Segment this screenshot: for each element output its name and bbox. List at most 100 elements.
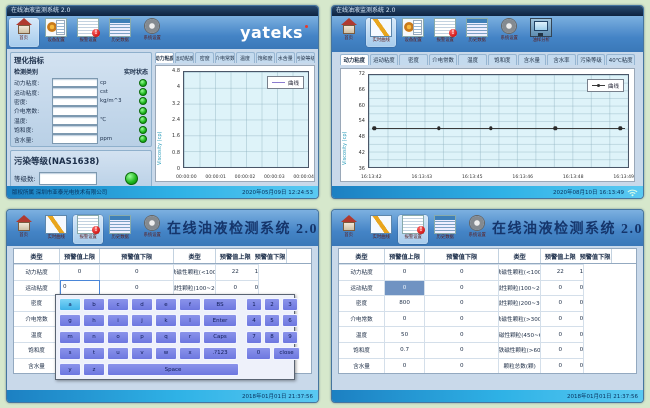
table-cell[interactable]: 0 [540, 326, 580, 342]
tab-item[interactable]: 介电常数 [215, 52, 235, 63]
toolbar-item[interactable]: 历史数据 [105, 214, 135, 244]
keyboard-key[interactable]: y [59, 363, 81, 376]
keyboard-key[interactable]: x [179, 346, 201, 360]
table-cell[interactable]: 0 [540, 310, 580, 327]
table-cell[interactable]: 0 [254, 279, 260, 296]
table-cell[interactable]: 0 [425, 264, 500, 280]
table-cell[interactable]: 0 [425, 310, 500, 327]
toolbar-item[interactable]: 设备配置 [398, 18, 428, 47]
table-cell[interactable]: 铁磁性颗粒(<100) [174, 264, 216, 280]
keyboard-key[interactable]: 5 [264, 314, 280, 328]
toolbar-item[interactable]: 首页 [334, 18, 364, 47]
tab-item[interactable]: 密度 [195, 52, 215, 63]
toolbar-item[interactable]: 历史数据 [105, 18, 135, 47]
table-cell[interactable]: 颗粒总数(颗) [499, 357, 541, 374]
table-cell[interactable]: 0 [579, 295, 585, 311]
table-cell[interactable]: 含水量 [339, 357, 386, 374]
toolbar-item[interactable]: 实时曲线 [366, 214, 396, 244]
table-cell[interactable]: 0 [425, 326, 500, 342]
table-cell[interactable]: 0 [425, 279, 500, 296]
toolbar-item[interactable]: 系统设置 [137, 215, 167, 244]
table-cell[interactable]: 0 [540, 357, 580, 374]
toolbar-item[interactable]: 系统设置 [462, 215, 492, 244]
tab-item[interactable]: 40℃粘度 [606, 54, 635, 65]
table-cell[interactable]: 0 [425, 341, 500, 358]
tab-item[interactable]: 动力粘度 [155, 52, 175, 63]
keyboard-key[interactable]: l [179, 314, 201, 328]
field-input[interactable] [52, 77, 98, 88]
keyboard-key[interactable]: Space [107, 363, 239, 376]
keyboard-key[interactable]: z [83, 363, 105, 376]
table-cell[interactable]: 温度 [14, 326, 61, 342]
keyboard-key[interactable]: close [273, 346, 300, 360]
table-cell[interactable]: 密度 [14, 295, 61, 311]
keyboard-key[interactable]: u [107, 346, 129, 360]
toolbar-item[interactable]: 实时曲线 [41, 214, 71, 244]
table-cell[interactable]: 0 [579, 310, 585, 327]
toolbar-item[interactable]: 报警设置 [73, 18, 103, 47]
table-cell[interactable]: 介电常数 [339, 310, 386, 327]
keyboard-key[interactable]: i [107, 314, 129, 328]
table-cell[interactable]: 密度 [339, 295, 386, 311]
toolbar-item[interactable]: 报警设置 [430, 18, 460, 47]
table-cell[interactable]: 介电常数 [14, 310, 61, 327]
table-cell[interactable]: 0 [100, 279, 175, 296]
toolbar-item[interactable]: 报警设置 [398, 214, 428, 244]
tab-item[interactable]: 介电常数 [428, 54, 458, 65]
keyboard-key[interactable]: b [83, 298, 105, 311]
field-input[interactable] [52, 115, 98, 126]
keyboard-key[interactable]: f [179, 298, 201, 311]
keyboard-key[interactable]: q [155, 330, 177, 344]
table-cell[interactable]: 含水量 [14, 357, 61, 374]
keyboard-key[interactable]: c [107, 298, 129, 311]
tab-item[interactable]: 密度 [399, 54, 428, 65]
table-cell[interactable]: 0 [385, 264, 426, 280]
keyboard-key[interactable]: k [155, 314, 177, 328]
table-cell[interactable]: 0 [579, 357, 585, 374]
field-input[interactable] [52, 96, 98, 107]
table-cell[interactable]: 22 [215, 264, 255, 280]
table-cell[interactable]: 0 [60, 279, 101, 296]
keyboard-key[interactable]: s [59, 346, 81, 360]
keyboard-key[interactable]: g [59, 314, 81, 328]
toolbar-item[interactable]: 系统设置 [137, 18, 167, 47]
toolbar-item[interactable]: 系统设置 [494, 18, 524, 47]
keyboard-key[interactable]: a [59, 298, 81, 311]
keyboard-key[interactable]: d [131, 298, 153, 311]
toolbar-item[interactable]: 首页 [9, 214, 39, 244]
table-cell[interactable]: 0 [579, 279, 585, 296]
table-cell[interactable]: 800 [385, 295, 426, 311]
table-cell[interactable]: 温度 [339, 326, 386, 342]
table-cell[interactable]: 0 [425, 357, 500, 374]
toolbar-item[interactable]: 报警设置 [73, 214, 103, 244]
keyboard-key[interactable]: 2 [264, 298, 280, 311]
table-cell[interactable]: 运动粘度 [339, 279, 386, 296]
table-cell[interactable]: 50 [385, 326, 426, 342]
table-cell[interactable]: 0 [579, 326, 585, 342]
tab-item[interactable]: 运动粘度 [369, 54, 399, 65]
table-cell[interactable]: 铁磁性颗粒(>300) [499, 310, 541, 327]
keyboard-key[interactable]: w [155, 346, 177, 360]
table-cell[interactable]: 0 [385, 357, 426, 374]
keyboard-key[interactable]: e [155, 298, 177, 311]
tab-item[interactable]: 水含量 [275, 52, 295, 63]
field-input[interactable] [52, 87, 98, 97]
keyboard-key[interactable]: 3 [282, 298, 298, 311]
keyboard-key[interactable]: .?123 [203, 346, 237, 360]
grade-input[interactable] [38, 171, 97, 185]
table-cell[interactable]: 0 [540, 279, 580, 296]
tab-item[interactable]: 污染等级 [295, 52, 315, 63]
table-cell[interactable]: 饱和度 [339, 341, 386, 358]
tab-item[interactable]: 运动粘度 [175, 52, 195, 63]
keyboard-key[interactable]: r [179, 330, 201, 344]
table-cell[interactable]: 非铁磁性颗粒(>600) [499, 341, 541, 358]
keyboard-key[interactable]: n [83, 330, 105, 344]
keyboard-key[interactable]: p [131, 330, 153, 344]
tab-item[interactable]: 温度 [235, 52, 255, 63]
toolbar-item[interactable]: 首页 [9, 18, 39, 47]
table-cell[interactable]: 0 [385, 310, 426, 327]
keyboard-key[interactable]: h [83, 314, 105, 328]
keyboard-key[interactable]: BS [203, 298, 237, 311]
keyboard-key[interactable]: 4 [246, 314, 262, 328]
toolbar-item[interactable]: 油样分析 [526, 18, 556, 47]
